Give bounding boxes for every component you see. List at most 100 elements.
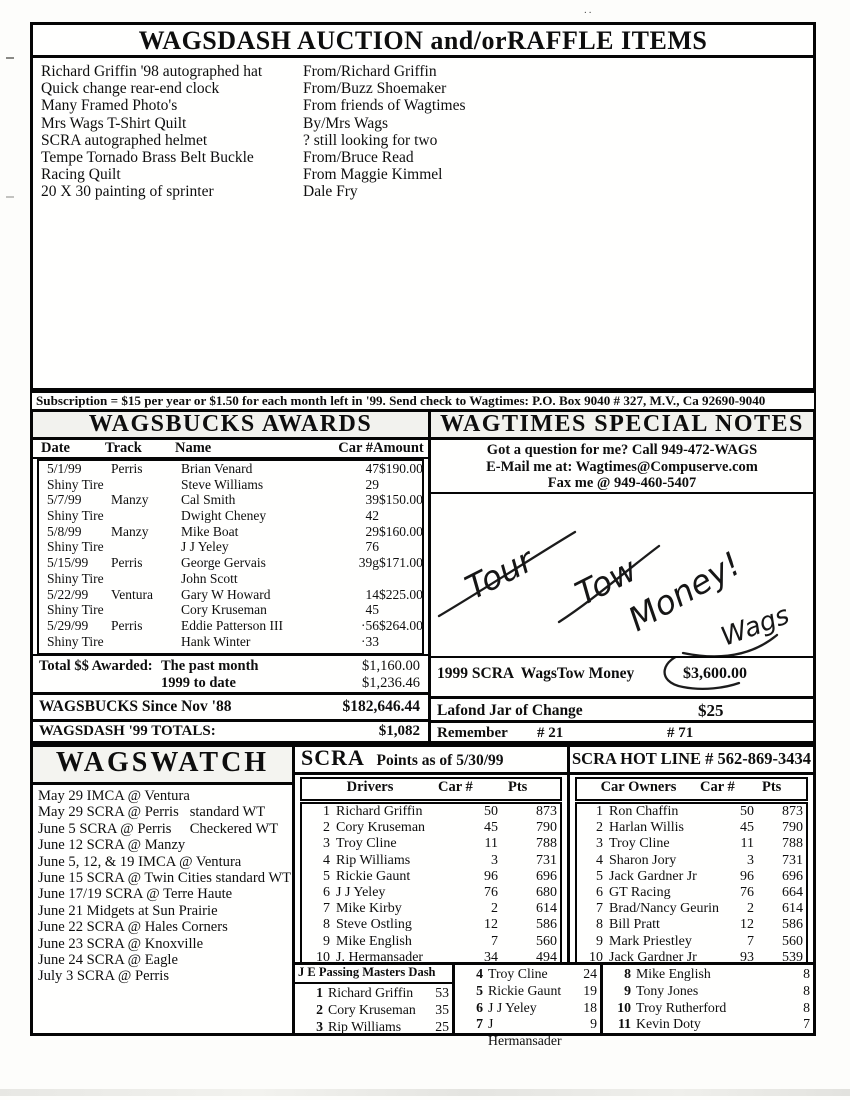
owner-name: Jack Gardner Jr [609,868,697,884]
cell-date: Shiny Tire [47,602,104,618]
owner-name: Brad/Nancy Geurin [609,901,720,917]
subscription-note: Subscription = $15 per year or $1.50 for… [30,391,816,411]
cell-date: Shiny Tire [47,539,104,555]
cell-amount: $190.00 [379,461,423,476]
dash-position: 5 [476,982,483,998]
wagswatch-panel: WAGSWATCH May 29 IMCA @ Ventura May 29 S… [30,744,295,1036]
cell-track: Perris [111,555,143,571]
driver-position: 6 [323,884,330,900]
owner-car-number: 2 [747,901,754,917]
wagsbucks-since-row: WAGSBUCKS Since Nov '88 $182,646.44 [33,692,428,719]
driver-points: 731 [536,852,557,868]
cell-car-number: ·56 [361,617,379,633]
cell-amount: $225.00 [379,586,423,602]
auction-item-label: Mrs Wags T-Shirt Quilt [41,114,187,132]
since-label: WAGSBUCKS Since Nov '88 [39,698,232,716]
dash-name: J Hermansader [488,1016,562,1049]
cell-car-number: 14 [365,586,380,602]
dash-row: 1 Richard Griffin 53 [295,985,452,1002]
owner-points: 664 [782,884,803,900]
cell-car-number: 29 [365,523,380,539]
auction-item-label: SCRA autographed helmet [41,131,208,149]
wagsdash-totals-label: WAGSDASH '99 TOTALS: [39,723,216,740]
driver-position: 2 [323,820,330,836]
owner-points: 696 [782,868,803,884]
driver-row: 10 J. Hermansader 34 494 [302,950,560,966]
driver-position: 7 [323,901,330,917]
auction-item-row: Quick change rear-end clock From/Buzz Sh… [41,80,813,97]
owner-car-number: 50 [740,804,754,819]
auction-item-label: Tempe Tornado Brass Belt Buckle [41,149,254,167]
owner-points: 586 [782,917,803,933]
owner-car-number: 93 [740,949,754,965]
handwriting-wags-signature: Wags [717,600,793,652]
driver-position: 3 [323,836,330,852]
driver-position: 8 [323,917,330,933]
cell-date: Shiny Tire [47,508,104,524]
wagsbucks-table: 5/1/99 Perris Brian Venard 47 $190.00 Sh… [33,459,428,655]
driver-car-number: 11 [484,836,498,852]
cell-car-number: 45 [365,602,380,618]
to-date-value: $1,236.46 [362,675,420,691]
dash-name: Mike English [636,966,711,981]
driver-name: Richard Griffin [336,804,423,819]
wagswatch-schedule: May 29 IMCA @ Ventura May 29 SCRA @ Perr… [33,785,292,985]
owner-car-number: 3 [747,852,754,868]
owner-row: 3 Troy Cline 11 788 [577,836,806,852]
special-notes-title: WAGTIMES SPECIAL NOTES [431,412,813,440]
driver-points: 790 [536,820,557,836]
cell-amount: $150.00 [379,492,423,508]
cell-date: 5/22/99 [47,586,89,602]
col-header-owners: Car Owners [600,779,677,795]
owner-name: Jack Gardner Jr [609,949,697,965]
tow-money-row: 1999 SCRA WagsTow Money $3,600.00 [431,655,813,696]
auction-item-source: From/Buzz Shoemaker [303,80,447,98]
dash-points: 25 [435,1018,449,1034]
col-header-amount: Amount [373,440,424,456]
owners-table: 1 Ron Chaffin 50 873 2 Harlan Willis 45 … [575,802,808,968]
auction-item-row: SCRA autographed helmet ? still looking … [41,132,813,149]
driver-points: 586 [536,917,557,933]
dash-points: 19 [583,982,597,998]
cell-name: Steve Williams [181,476,264,492]
dash-position: 6 [476,999,483,1015]
dash-name: Cory Kruseman [328,1001,416,1017]
schedule-event: July 3 SCRA @ Perris [38,968,170,985]
col-header-date: Date [41,440,70,456]
cell-amount [379,508,422,524]
auction-item-source: Dale Fry [303,183,358,201]
schedule-event: June 21 Midgets at Sun Prairie [38,902,218,919]
lafond-jar-row: Lafond Jar of Change $25 [431,695,813,720]
dash-position: 7 [476,1016,483,1032]
cell-name: Gary W Howard [181,586,271,602]
masters-dash-rows-8-11-panel: 8 Mike English 8 9 Tony Jones 8 10 Troy … [600,962,816,1036]
driver-points: 788 [536,836,557,852]
cell-track: Perris [111,461,143,476]
driver-car-number: 76 [484,884,498,900]
driver-car-number: 12 [484,917,498,933]
dash-points: 24 [583,966,597,981]
col-header-car: Car # [438,779,473,795]
dash-row: 8 Mike English 8 [603,966,813,983]
driver-name: Troy Cline [336,836,397,852]
schedule-event: June 15 SCRA @ Twin Cities standard WT [38,870,292,887]
driver-name: J. Hermansader [336,949,424,965]
auction-item-source: ? still looking for two [303,131,438,149]
cell-car-number: 39g [358,555,379,571]
points-title: SCRA Points as of 5/30/99 [295,747,567,775]
past-month-label: The past month [161,658,259,674]
driver-row: 4 Rip Williams 3 731 [302,853,560,869]
handwritten-note: Tour Tow Money! Wags [431,494,813,658]
owner-row: 7 Brad/Nancy Geurin 2 614 [577,901,806,917]
cell-track: Ventura [111,586,153,602]
tow-money-label: 1999 SCRA WagsTow Money [437,664,635,682]
cell-date: 5/8/99 [47,523,82,539]
contact-line: E-Mail me at: Wagtimes@Compuserve.com [486,458,758,475]
auction-item-source: From Maggie Kimmel [303,166,443,184]
auction-item-label: 20 X 30 painting of sprinter [41,183,214,201]
wagsbucks-row: 5/7/99 Manzy Cal Smith 39 $150.00 [39,492,423,508]
dash-points: 53 [435,985,449,1000]
schedule-event: June 12 SCRA @ Manzy [38,837,186,854]
cell-car-number [333,571,379,587]
schedule-event: June 24 SCRA @ Eagle [38,952,178,969]
